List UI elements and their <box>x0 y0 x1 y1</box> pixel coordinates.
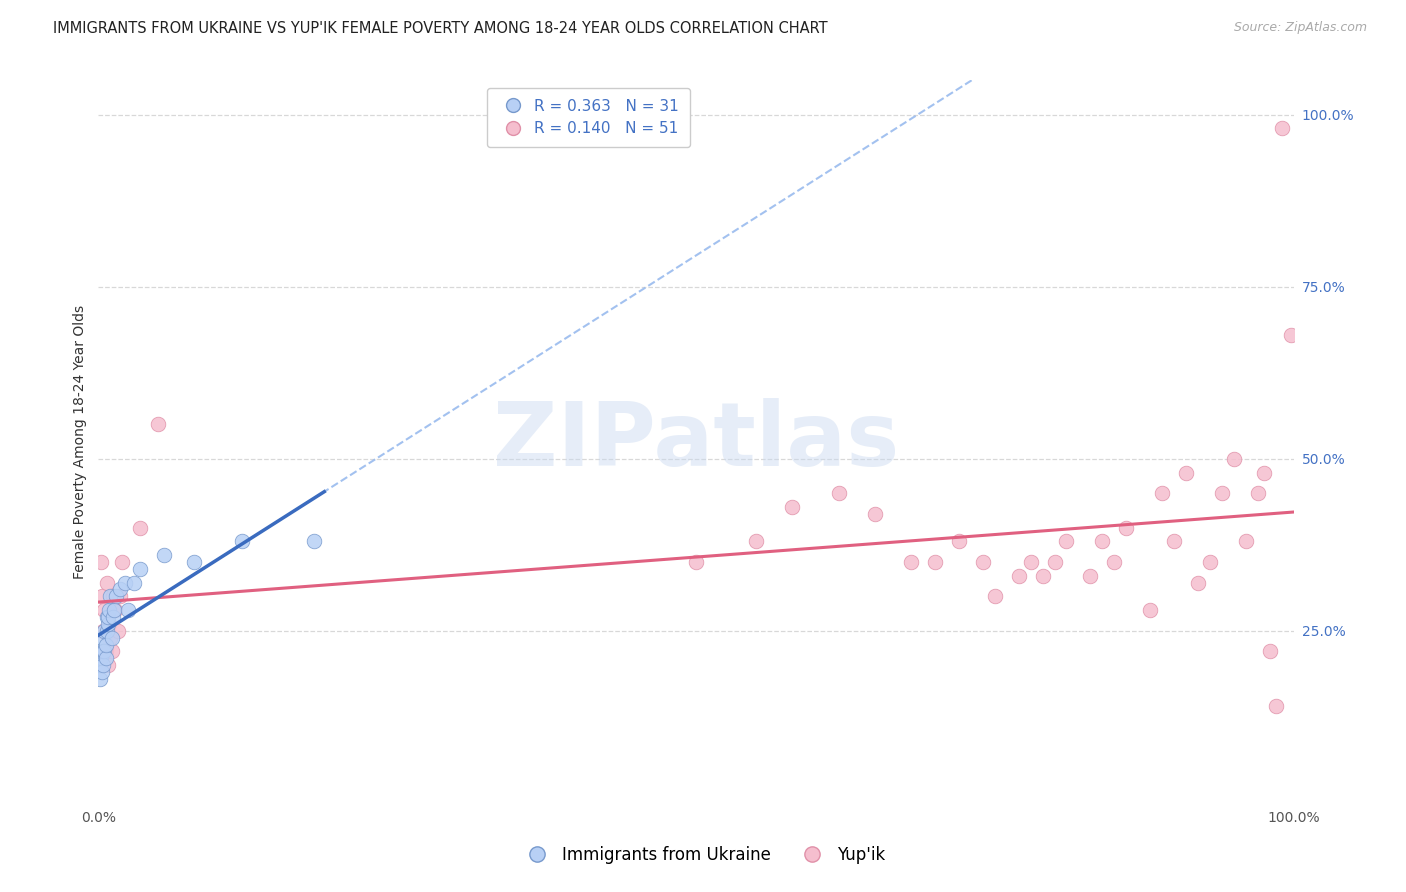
Point <box>1115 520 1137 534</box>
Point <box>105 590 128 604</box>
Point <box>91 658 114 673</box>
Point <box>1187 575 1209 590</box>
Point <box>90 651 112 665</box>
Point <box>1211 486 1233 500</box>
Point <box>96 624 118 638</box>
Point <box>93 624 115 638</box>
Point <box>780 500 803 514</box>
Point <box>91 590 114 604</box>
Point <box>231 534 253 549</box>
Point <box>1008 568 1031 582</box>
Point <box>984 590 1007 604</box>
Point <box>1264 699 1286 714</box>
Text: IMMIGRANTS FROM UKRAINE VS YUP'IK FEMALE POVERTY AMONG 18-24 YEAR OLDS CORRELATI: IMMIGRANTS FROM UKRAINE VS YUP'IK FEMALE… <box>53 21 828 36</box>
Point <box>183 555 205 569</box>
Point <box>91 665 114 679</box>
Point <box>94 651 117 665</box>
Legend: R = 0.363   N = 31, R = 0.140   N = 51: R = 0.363 N = 31, R = 0.140 N = 51 <box>486 88 690 147</box>
Point <box>97 610 120 624</box>
Point <box>100 644 122 658</box>
Point <box>745 534 768 549</box>
Point <box>148 417 170 432</box>
Point <box>98 631 122 645</box>
Point <box>89 658 111 673</box>
Point <box>97 658 120 673</box>
Point <box>90 644 112 658</box>
Point <box>153 548 176 562</box>
Point <box>103 603 125 617</box>
Point <box>111 555 134 569</box>
Point <box>302 534 325 549</box>
Point <box>1271 121 1294 136</box>
Point <box>117 603 139 617</box>
Point <box>93 603 115 617</box>
Text: ZIPatlas: ZIPatlas <box>494 398 898 485</box>
Point <box>98 590 122 604</box>
Point <box>93 644 115 658</box>
Point <box>89 672 111 686</box>
Legend: Immigrants from Ukraine, Yup'ik: Immigrants from Ukraine, Yup'ik <box>513 839 893 871</box>
Point <box>1163 534 1185 549</box>
Point <box>98 616 121 631</box>
Point <box>94 638 117 652</box>
Point <box>98 603 121 617</box>
Point <box>96 575 118 590</box>
Point <box>685 555 707 569</box>
Y-axis label: Female Poverty Among 18-24 Year Olds: Female Poverty Among 18-24 Year Olds <box>73 304 87 579</box>
Point <box>1056 534 1078 549</box>
Point <box>108 582 131 597</box>
Point <box>1247 486 1270 500</box>
Point <box>124 575 146 590</box>
Point <box>1080 568 1102 582</box>
Point <box>1043 555 1066 569</box>
Point <box>1175 466 1198 480</box>
Point <box>1091 534 1114 549</box>
Point <box>1253 466 1275 480</box>
Point <box>1234 534 1257 549</box>
Text: Source: ZipAtlas.com: Source: ZipAtlas.com <box>1233 21 1367 34</box>
Point <box>1152 486 1174 500</box>
Point <box>94 644 117 658</box>
Point <box>91 624 114 638</box>
Point <box>924 555 946 569</box>
Point <box>104 603 127 617</box>
Point <box>1199 555 1222 569</box>
Point <box>91 631 114 645</box>
Point <box>101 590 124 604</box>
Point <box>972 555 994 569</box>
Point <box>91 644 114 658</box>
Point <box>101 610 124 624</box>
Point <box>97 616 120 631</box>
Point <box>107 624 129 638</box>
Point <box>1104 555 1126 569</box>
Point <box>90 555 112 569</box>
Point <box>1139 603 1161 617</box>
Point <box>1223 451 1246 466</box>
Point <box>129 562 152 576</box>
Point <box>96 610 118 624</box>
Point <box>114 575 136 590</box>
Point <box>948 534 970 549</box>
Point <box>865 507 887 521</box>
Point <box>1258 644 1281 658</box>
Point <box>828 486 851 500</box>
Point <box>129 520 152 534</box>
Point <box>1019 555 1042 569</box>
Point <box>900 555 922 569</box>
Point <box>1279 327 1302 342</box>
Point <box>1032 568 1054 582</box>
Point <box>108 590 131 604</box>
Point <box>100 631 122 645</box>
